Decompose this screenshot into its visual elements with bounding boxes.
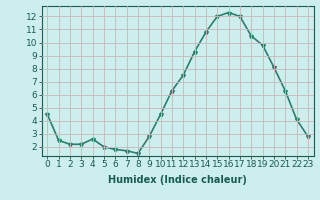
X-axis label: Humidex (Indice chaleur): Humidex (Indice chaleur) [108, 175, 247, 185]
